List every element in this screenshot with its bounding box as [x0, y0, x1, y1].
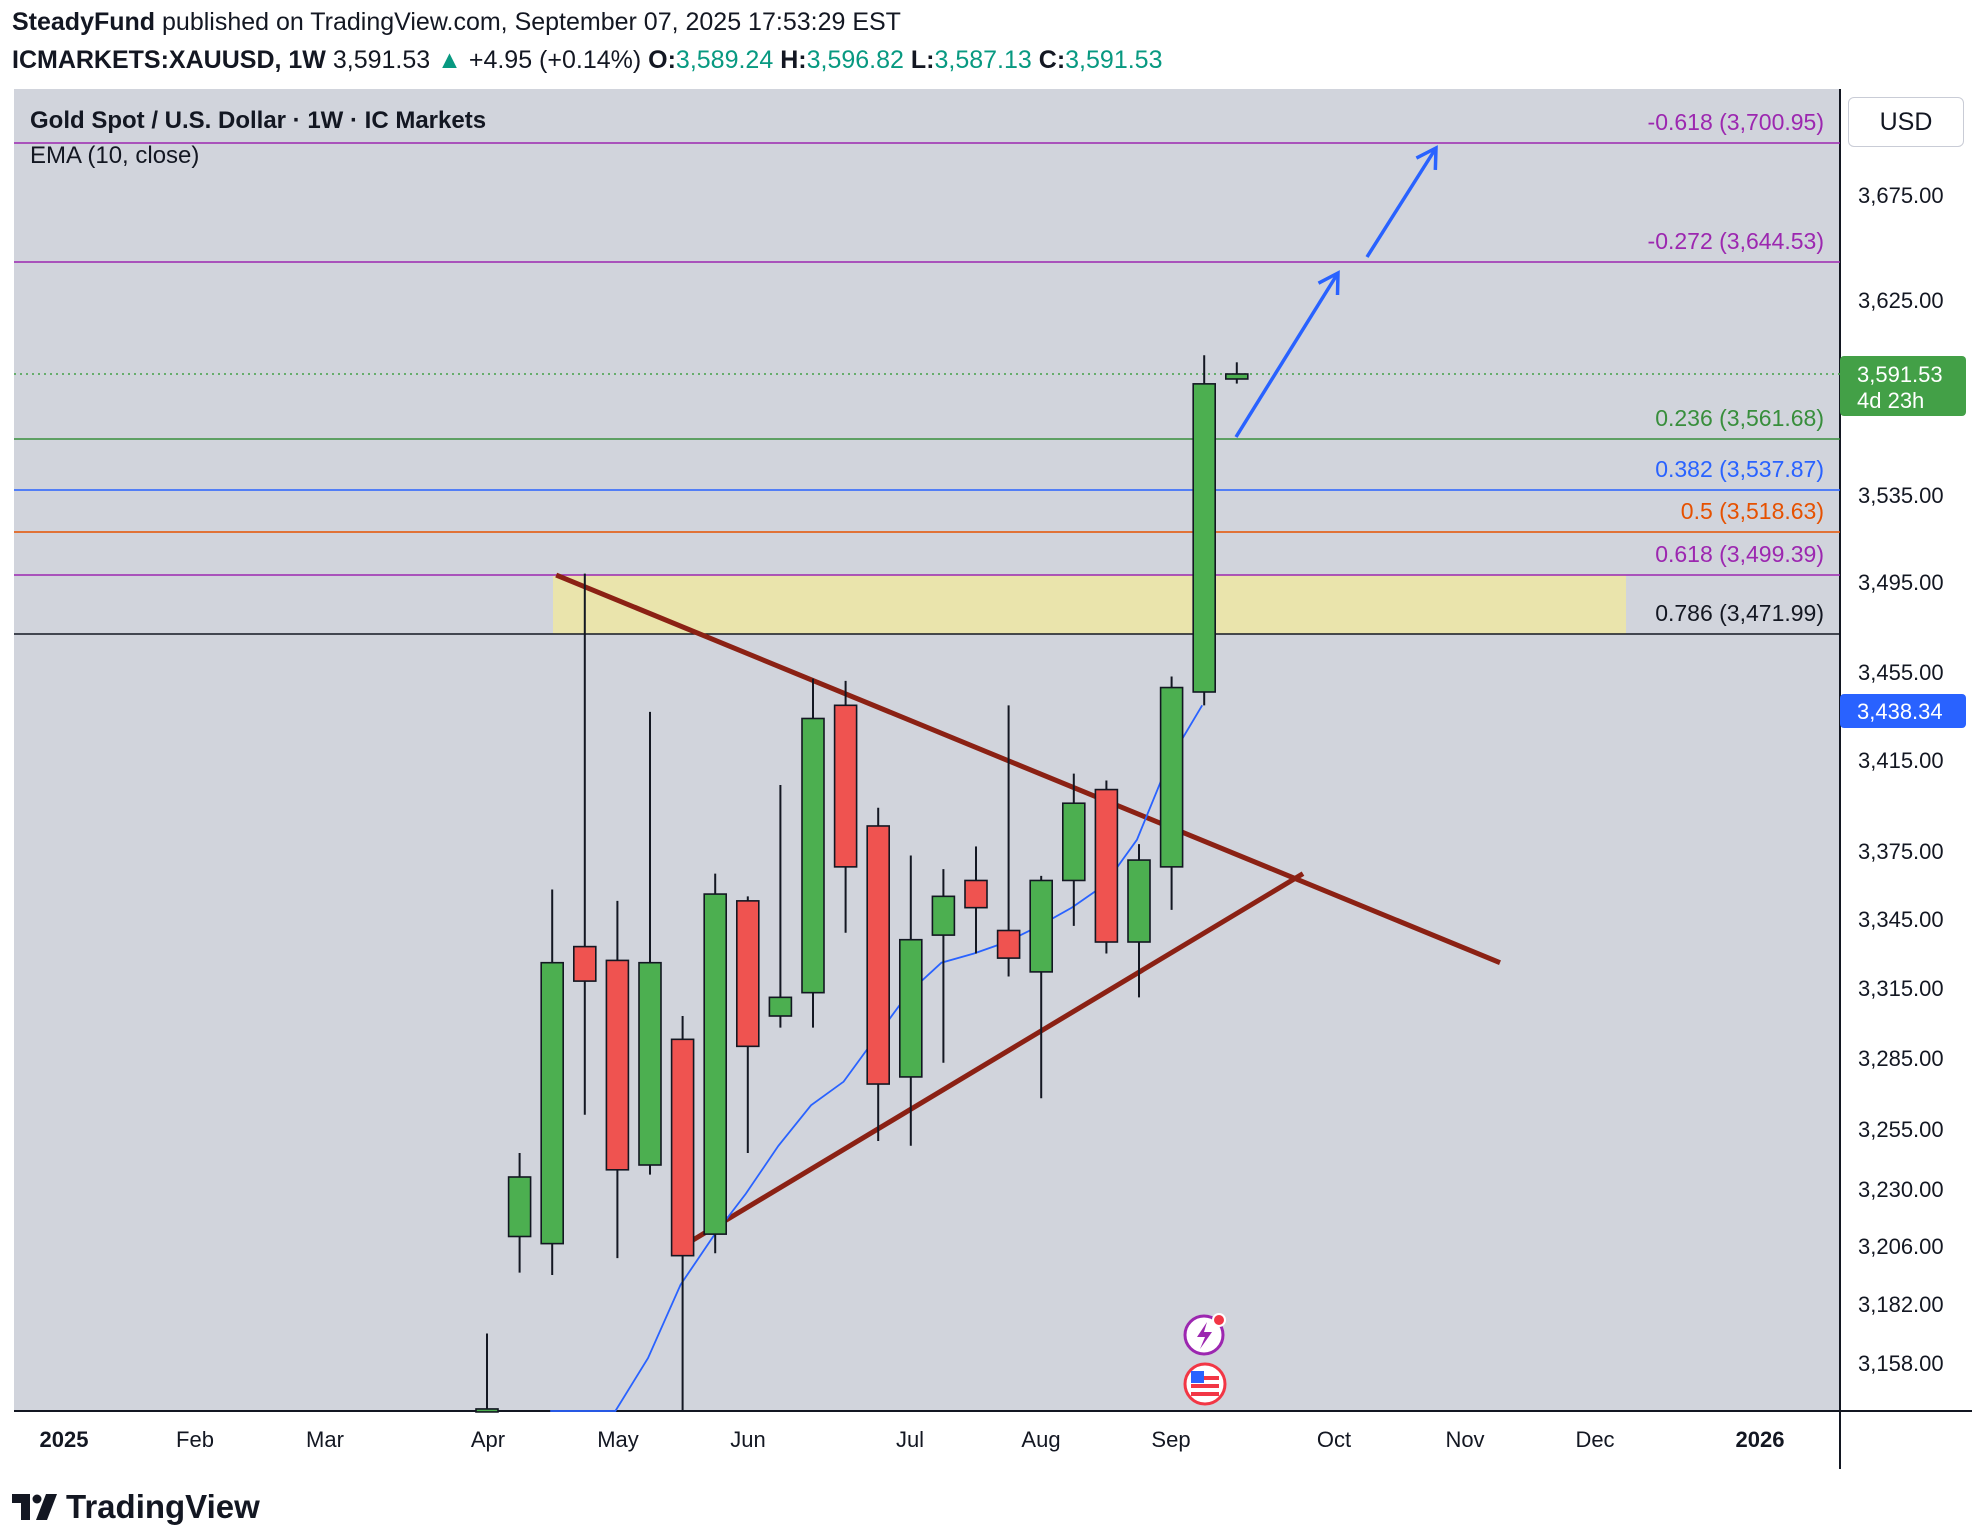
- x-tick-label: Apr: [471, 1427, 505, 1452]
- x-tick-label: Jun: [730, 1427, 765, 1452]
- last-price: 3,591.53: [332, 46, 431, 74]
- candle-body[interactable]: [801, 717, 825, 994]
- candle-body[interactable]: [507, 1176, 532, 1238]
- y-tick-label: 3,345.00: [1858, 907, 1944, 932]
- plot-background: [14, 89, 1840, 1411]
- candle-body[interactable]: [866, 825, 891, 1085]
- low-value: 3,587.13: [934, 46, 1032, 74]
- candle-body[interactable]: [572, 945, 597, 982]
- tradingview-logo[interactable]: TradingView: [12, 1488, 260, 1526]
- descending-trendline[interactable]: [555, 572, 1501, 966]
- candle-body[interactable]: [931, 895, 956, 936]
- fib-level-label: -0.618 (3,700.95): [1648, 109, 1824, 135]
- candle-body[interactable]: [540, 961, 565, 1245]
- close-label: C:: [1038, 46, 1066, 74]
- y-tick-label: 3,455.00: [1858, 660, 1944, 685]
- x-tick-label: Mar: [306, 1427, 344, 1452]
- y-tick-label: 3,675.00: [1858, 183, 1944, 208]
- ascending-trendline[interactable]: [681, 871, 1305, 1249]
- y-tick-label: 3,375.00: [1858, 839, 1944, 864]
- candle-body[interactable]: [964, 879, 988, 909]
- supply-zone[interactable]: [553, 575, 1626, 634]
- x-tick-label: Oct: [1317, 1427, 1351, 1452]
- x-tick-label: 2026: [1736, 1427, 1785, 1452]
- close-value: 3,591.53: [1065, 46, 1163, 74]
- high-label: H:: [780, 46, 807, 74]
- current-price-badge: [1840, 356, 1966, 416]
- publish-info: SteadyFund published on TradingView.com,…: [12, 8, 901, 37]
- y-tick-label: 3,415.00: [1858, 748, 1944, 773]
- events-icon[interactable]: [1183, 1313, 1226, 1356]
- fib-level-label: 0.5 (3,518.63): [1681, 498, 1824, 524]
- author-name[interactable]: SteadyFund: [12, 8, 156, 36]
- tradingview-logo-icon: [12, 1494, 57, 1520]
- candle-body[interactable]: [1029, 879, 1053, 973]
- y-tick-label: 3,495.00: [1858, 570, 1944, 595]
- ema-price-badge: [1840, 694, 1966, 728]
- projection-arrow[interactable]: [1234, 270, 1340, 438]
- candle-body[interactable]: [1225, 373, 1249, 380]
- candle-body[interactable]: [768, 996, 793, 1017]
- x-tick-label: Sep: [1151, 1427, 1190, 1452]
- ema-price-value: 3,438.34: [1857, 699, 1943, 724]
- y-tick-label: 3,230.00: [1858, 1177, 1944, 1202]
- y-tick-label: 3,182.00: [1858, 1292, 1944, 1317]
- low-label: L:: [910, 46, 935, 74]
- candle-body[interactable]: [703, 893, 728, 1235]
- current-price-value: 3,591.53: [1857, 362, 1943, 387]
- candle-body[interactable]: [1159, 686, 1184, 868]
- candle-body[interactable]: [735, 900, 760, 1048]
- candle-body[interactable]: [670, 1038, 695, 1257]
- y-tick-label: 3,255.00: [1858, 1117, 1944, 1142]
- x-tick-label: Aug: [1021, 1427, 1060, 1452]
- open-label: O:: [648, 46, 676, 74]
- x-tick-label: Jul: [896, 1427, 924, 1452]
- candle-body[interactable]: [1192, 383, 1216, 693]
- fib-level-label: 0.382 (3,537.87): [1655, 456, 1824, 482]
- y-tick-label: 3,206.00: [1858, 1234, 1944, 1259]
- candle-body[interactable]: [833, 704, 858, 868]
- high-value: 3,596.82: [806, 46, 904, 74]
- candle-body[interactable]: [1062, 802, 1086, 882]
- y-tick-label: 3,315.00: [1858, 976, 1944, 1001]
- projection-arrow[interactable]: [1365, 145, 1438, 258]
- y-tick-label: 3,285.00: [1858, 1046, 1944, 1071]
- fib-level-label: 0.786 (3,471.99): [1655, 600, 1824, 626]
- symbol-line: ICMARKETS:XAUUSD, 1W 3,591.53 ▲ +4.95 (+…: [12, 46, 1162, 75]
- open-value: 3,589.24: [675, 46, 774, 74]
- candle-body[interactable]: [1094, 788, 1119, 943]
- time-axis[interactable]: [14, 1411, 1840, 1469]
- x-tick-label: Feb: [176, 1427, 214, 1452]
- symbol-name: ICMARKETS:XAUUSD, 1W: [12, 46, 326, 74]
- price-axis[interactable]: [1840, 89, 1972, 1411]
- change-value: +4.95 (+0.14%): [468, 46, 642, 74]
- currency-button[interactable]: USD: [1848, 97, 1964, 147]
- change-arrow: ▲: [437, 46, 462, 74]
- candle-body[interactable]: [475, 1408, 499, 1413]
- chart-title: Gold Spot / U.S. Dollar · 1W · IC Market…: [30, 107, 486, 134]
- fib-level-label: 0.618 (3,499.39): [1655, 541, 1824, 567]
- fib-level-label: -0.272 (3,644.53): [1648, 228, 1824, 254]
- candle-body[interactable]: [605, 959, 630, 1171]
- x-tick-label: Dec: [1575, 1427, 1614, 1452]
- ema-indicator-label[interactable]: EMA (10, close): [30, 142, 199, 169]
- fib-level-label: 0.236 (3,561.68): [1655, 405, 1824, 431]
- y-tick-label: 3,625.00: [1858, 288, 1944, 313]
- candle-body[interactable]: [898, 938, 923, 1078]
- x-tick-label: Nov: [1445, 1427, 1484, 1452]
- x-tick-label: 2025: [40, 1427, 89, 1452]
- tradingview-brand: TradingView: [66, 1488, 260, 1525]
- candle-body[interactable]: [638, 961, 662, 1166]
- us-flag-icon[interactable]: [1183, 1362, 1227, 1406]
- published-text: published on TradingView.com, September …: [155, 8, 901, 36]
- candle-body[interactable]: [1127, 859, 1151, 943]
- x-tick-label: May: [597, 1427, 639, 1452]
- y-tick-label: 3,158.00: [1858, 1351, 1944, 1376]
- candle-body[interactable]: [996, 929, 1021, 959]
- bar-countdown: 4d 23h: [1857, 388, 1924, 413]
- y-tick-label: 3,535.00: [1858, 483, 1944, 508]
